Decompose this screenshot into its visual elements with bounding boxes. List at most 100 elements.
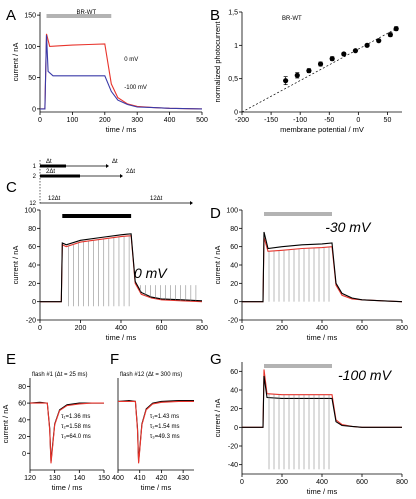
- data-point: [393, 26, 399, 32]
- condition-label: 0 mV: [134, 265, 168, 281]
- y-tick-label: 0: [32, 299, 36, 306]
- y-tick-label: 0: [234, 110, 238, 117]
- scatter-points: [283, 26, 399, 86]
- x-tick-label: 0: [240, 479, 244, 486]
- y-tick-label: 60: [28, 244, 36, 251]
- y-tick-label: 0: [32, 106, 36, 113]
- flash-spikes: [68, 235, 197, 307]
- y-tick-label: 0: [234, 299, 238, 306]
- panel-f: F 400 410 420 430 time / ms flash #12 (Δt = 30…: [110, 351, 194, 492]
- x-axis-label: time / ms: [141, 483, 172, 492]
- y-tick-label: 150: [24, 13, 36, 20]
- x-tick-label: 50: [384, 117, 392, 124]
- panel-title: flash #1 (Δt = 25 ms): [32, 372, 88, 378]
- tau-annotation: τ₂=1.54 ms: [150, 424, 180, 430]
- data-point: [364, 42, 370, 48]
- protocol-row-label: 12: [29, 201, 36, 207]
- y-tick-label: 1: [234, 43, 238, 50]
- x-axis-label: time / ms: [307, 487, 338, 496]
- series-line-0: [117, 400, 194, 462]
- x-tick-label: 600: [356, 325, 368, 332]
- stimulus-bar-label: BR-WT: [76, 10, 96, 16]
- y-tick-label: 0: [22, 451, 26, 458]
- protocol-interval-label: 12Δt: [48, 196, 61, 202]
- x-tick-label: 400: [164, 117, 176, 124]
- series-line-1: [40, 233, 203, 303]
- x-tick-label: 400: [316, 325, 328, 332]
- axes: 400 410 420 430: [112, 378, 194, 482]
- y-tick-label: 50: [28, 75, 36, 82]
- y-tick-label: 40: [230, 263, 238, 270]
- y-axis-label: normalized photocurrent: [213, 21, 222, 103]
- y-axis-label: current / nA: [213, 246, 222, 285]
- protocol-interval-label: 2Δt: [46, 169, 55, 175]
- y-tick-label: 80: [18, 384, 26, 391]
- y-tick-label: 1,5: [228, 10, 238, 17]
- x-tick-label: -150: [264, 117, 278, 124]
- data-point: [352, 48, 359, 54]
- x-tick-label: 0: [356, 117, 360, 124]
- x-tick-label: 0: [240, 325, 244, 332]
- protocol-arrow: [190, 201, 193, 205]
- x-axis-label: time / ms: [52, 483, 83, 492]
- protocol-light-bar: [40, 164, 66, 168]
- y-tick-label: -20: [26, 318, 36, 325]
- x-tick-label: -50: [324, 117, 334, 124]
- x-axis-label: time / ms: [106, 125, 137, 134]
- x-tick-label: 140: [73, 475, 85, 482]
- x-tick-label: 600: [156, 325, 168, 332]
- y-tick-label: -20: [228, 444, 238, 451]
- y-tick-label: 60: [18, 401, 26, 408]
- y-tick-label: 80: [28, 226, 36, 233]
- y-tick-label: 20: [28, 281, 36, 288]
- protocol-arrow: [120, 174, 123, 178]
- protocol-interval-label: 2Δt: [126, 169, 135, 175]
- series-label: 0 mV: [124, 57, 138, 63]
- y-tick-label: 100: [24, 44, 36, 51]
- tau-annotation: τ₁=1.43 ms: [150, 414, 179, 420]
- protocol-row-label: 1: [33, 164, 37, 170]
- data-point: [341, 51, 347, 57]
- flash-spikes: [268, 393, 330, 470]
- stimulus-bar: [264, 212, 332, 216]
- y-tick-label: 80: [230, 226, 238, 233]
- x-tick-label: 410: [134, 475, 146, 482]
- condition-label: -30 mV: [325, 219, 372, 235]
- x-axis-label: time / ms: [307, 333, 338, 342]
- flash-spikes: [268, 246, 330, 302]
- flash-protocol: 1 Δt Δt 2 2Δt 2Δt 12 12Δt 12Δt: [29, 159, 193, 207]
- x-tick-label: 0: [38, 325, 42, 332]
- x-tick-label: 100: [67, 117, 79, 124]
- x-tick-label: 0: [38, 117, 42, 124]
- y-axis-label: current / nA: [1, 405, 10, 444]
- y-tick-label: 40: [28, 263, 36, 270]
- y-tick-label: 0,5: [228, 76, 238, 83]
- protocol-arrow: [106, 164, 109, 168]
- data-point: [387, 32, 393, 38]
- x-tick-label: 400: [316, 479, 328, 486]
- data-point: [294, 72, 300, 78]
- x-tick-label: 600: [356, 479, 368, 486]
- protocol-interval-label: Δt: [112, 159, 118, 165]
- panel-label: A: [6, 7, 16, 24]
- x-tick-label: -200: [235, 117, 249, 124]
- axes: 0 100 200 300 400 500 0 50 100 150: [24, 12, 208, 124]
- x-tick-label: 500: [196, 117, 208, 124]
- data-point: [376, 38, 382, 44]
- panel-title: BR-WT: [282, 16, 302, 22]
- series-line-1: [40, 35, 203, 110]
- x-tick-label: 430: [177, 475, 189, 482]
- x-axis-label: time / ms: [106, 333, 137, 342]
- panel-label: F: [110, 351, 119, 368]
- series-line-1: [242, 231, 403, 303]
- x-tick-label: 130: [49, 475, 61, 482]
- x-tick-label: 300: [131, 117, 143, 124]
- y-tick-label: -40: [228, 462, 238, 469]
- tau-annotation: τ₃=64.0 ms: [61, 434, 91, 440]
- panel-label: G: [210, 351, 222, 368]
- x-tick-label: 400: [115, 325, 127, 332]
- panel-label: D: [210, 205, 221, 222]
